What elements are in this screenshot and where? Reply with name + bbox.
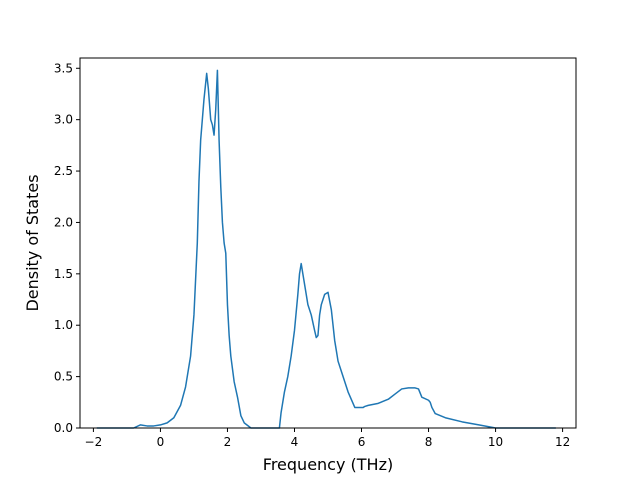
- x-tick-label: 2: [224, 435, 232, 449]
- y-tick-label: 1.5: [54, 267, 73, 281]
- x-tick-label: −2: [85, 435, 103, 449]
- series-layer: [96, 69, 556, 429]
- x-axis: −2 0 2 4 6 8 10 12: [85, 428, 570, 449]
- x-tick-label: 8: [425, 435, 433, 449]
- y-axis-label: Density of States: [23, 174, 42, 311]
- plot-frame: [79, 57, 577, 429]
- dos-series-line-0: [96, 69, 556, 429]
- y-axis: 0.0 0.5 1.0 1.5 2.0 2.5 3.0 3.5: [54, 61, 80, 435]
- x-axis-label: Frequency (THz): [263, 455, 393, 474]
- x-tick-label: 10: [488, 435, 503, 449]
- x-tick-label: 4: [291, 435, 299, 449]
- y-tick-label: 3.5: [54, 61, 73, 75]
- y-tick-label: 1.0: [54, 318, 73, 332]
- y-tick-label: 0.0: [54, 421, 73, 435]
- y-tick-label: 2.0: [54, 215, 73, 229]
- y-tick-label: 3.0: [54, 113, 73, 127]
- plot-area-background: [80, 58, 576, 428]
- y-tick-label: 2.5: [54, 164, 73, 178]
- x-tick-label: 0: [157, 435, 165, 449]
- y-tick-label: 0.5: [54, 370, 73, 384]
- x-tick-label: 6: [358, 435, 366, 449]
- x-tick-label: 12: [555, 435, 570, 449]
